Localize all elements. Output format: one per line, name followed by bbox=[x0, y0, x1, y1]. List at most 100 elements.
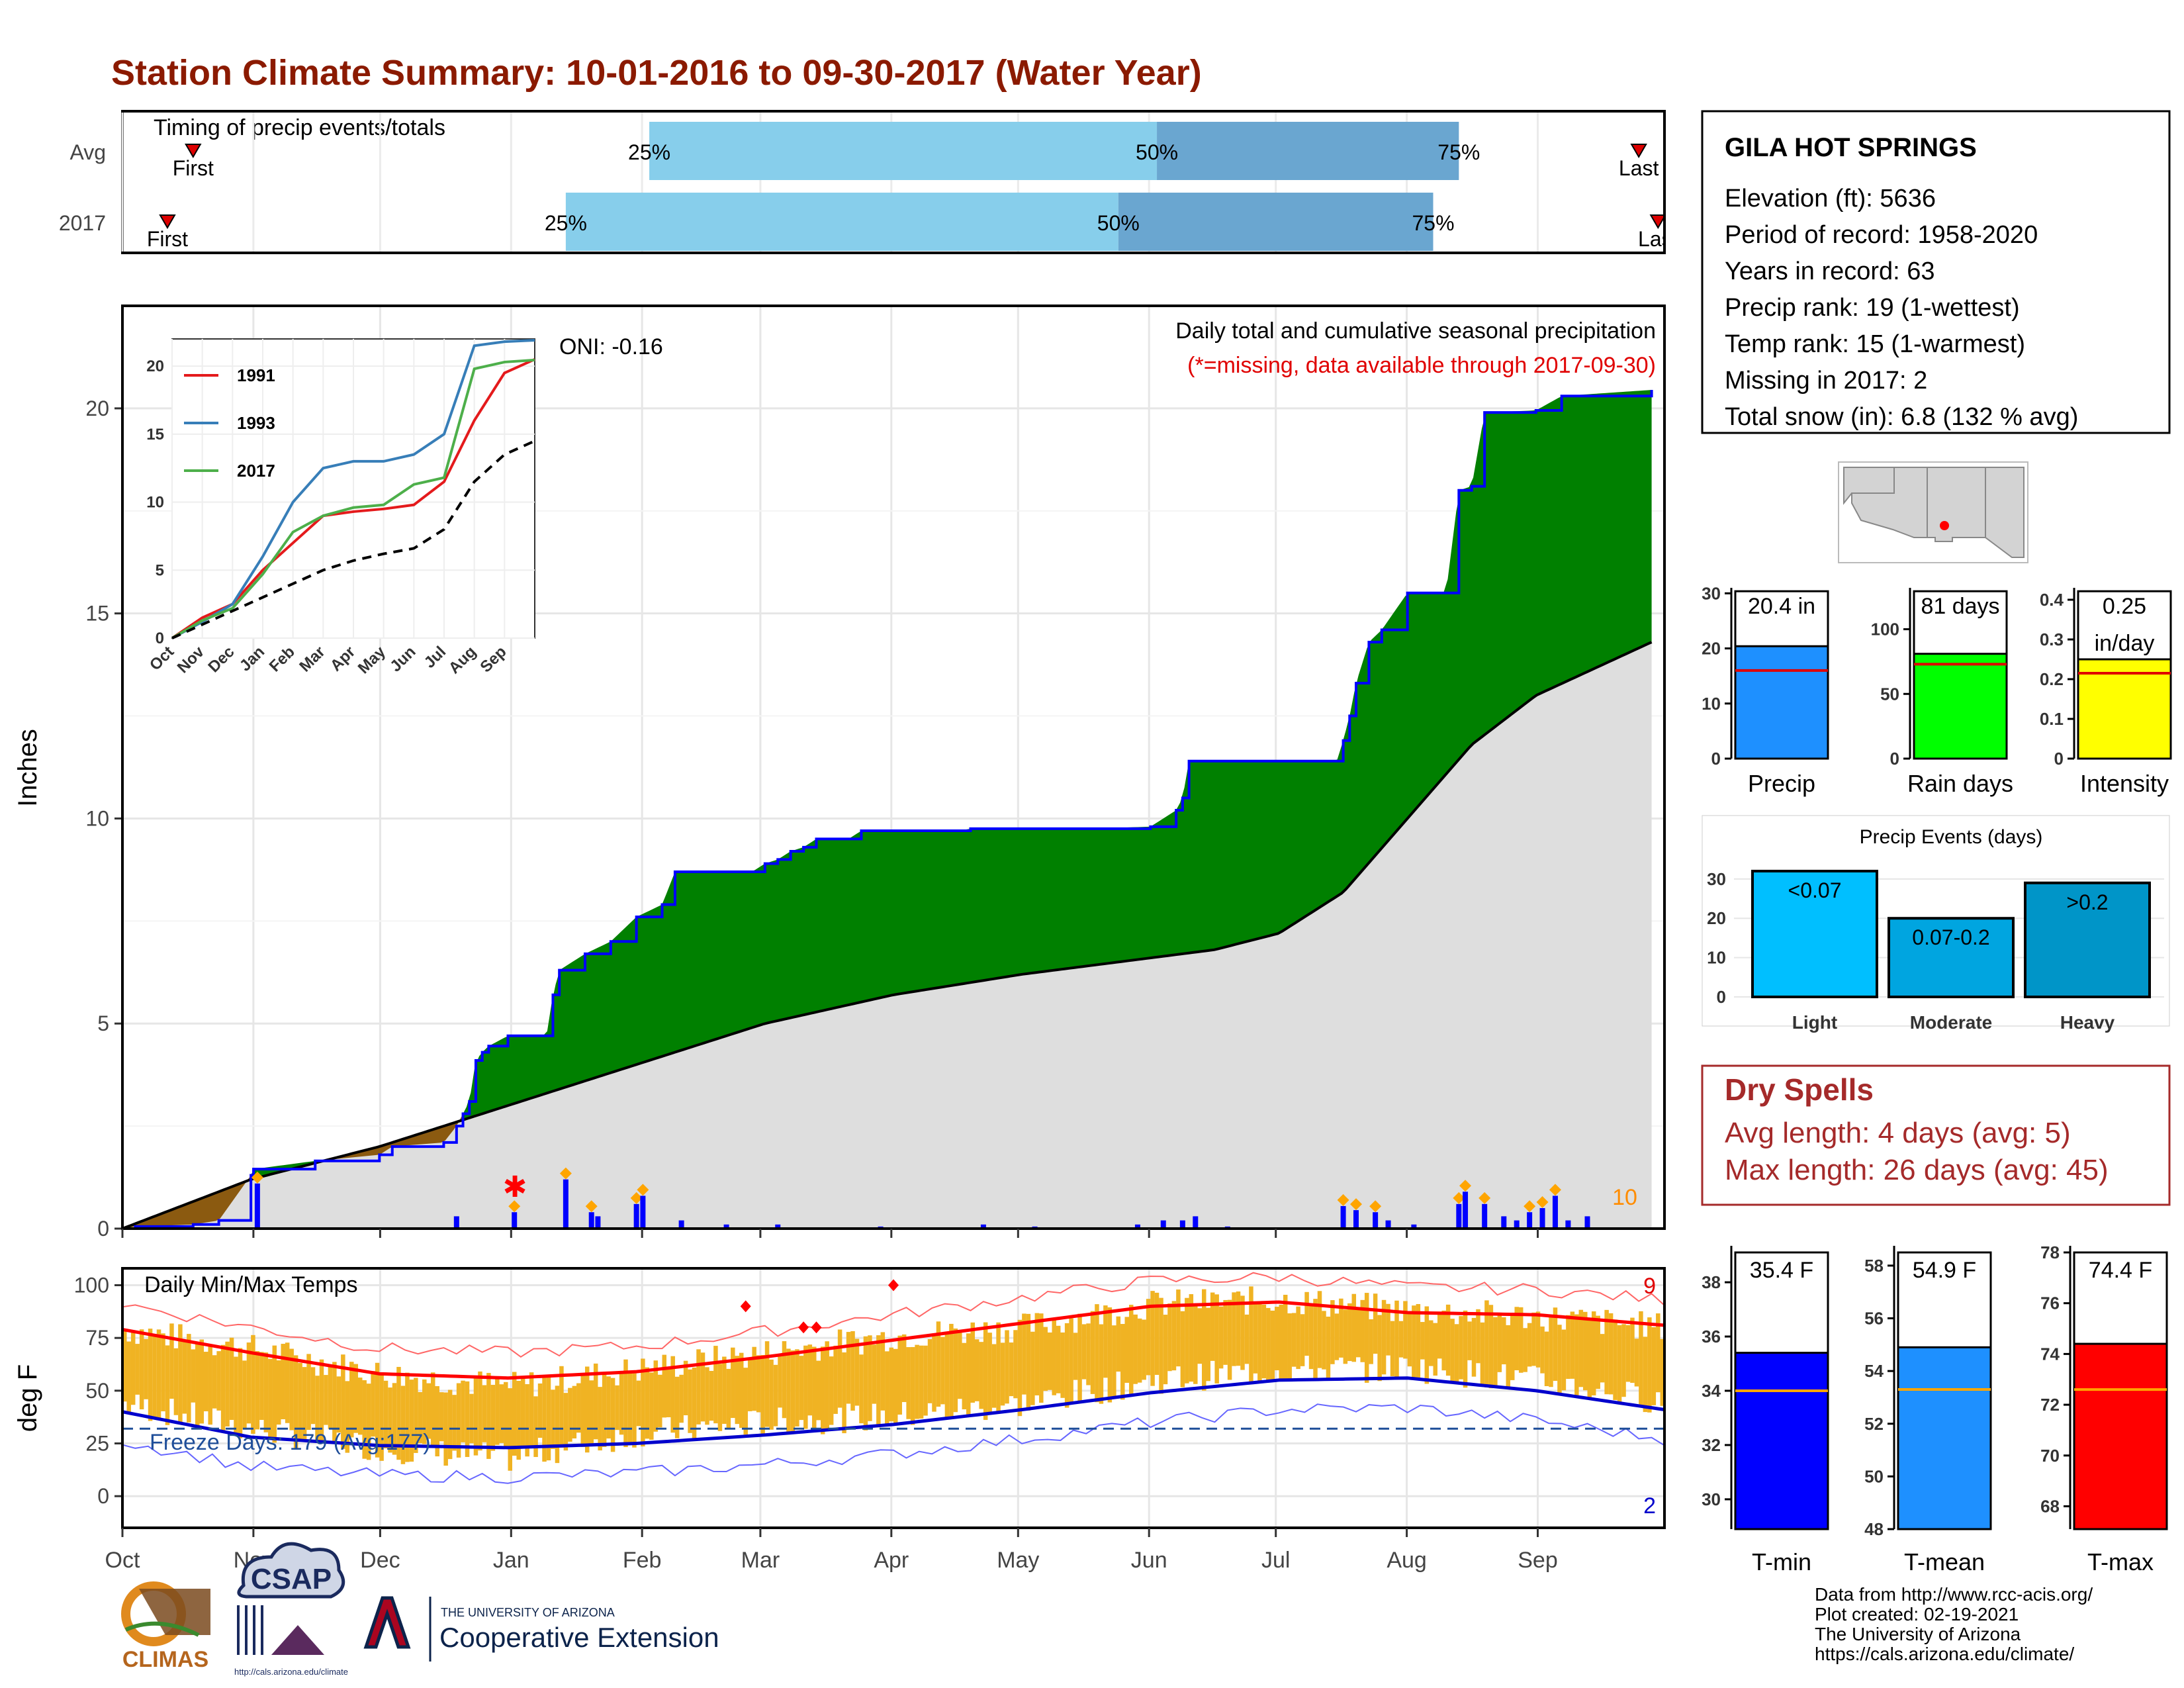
daily-temp-range-bar bbox=[936, 1321, 941, 1407]
climas-mark-icon bbox=[139, 1589, 210, 1635]
daily-temp-range-bar bbox=[1531, 1312, 1536, 1366]
daily-temp-range-bar bbox=[1099, 1324, 1104, 1404]
timing-p50-label: 50% bbox=[1097, 211, 1140, 235]
daily-temp-range-bar bbox=[816, 1360, 821, 1421]
daily-temp-range-bar bbox=[1227, 1299, 1232, 1380]
daily-temp-range-bar bbox=[949, 1323, 954, 1418]
daily-temp-range-bar bbox=[1394, 1300, 1399, 1379]
daily-precip-bar bbox=[1385, 1220, 1391, 1229]
daily-temp-range-bar bbox=[357, 1378, 363, 1435]
daily-temp-range-bar bbox=[743, 1368, 748, 1435]
daily-temp-range-bar bbox=[1360, 1299, 1365, 1362]
daily-temp-range-bar bbox=[130, 1332, 136, 1405]
last-label: Last bbox=[1619, 156, 1659, 180]
daily-precip-bar bbox=[563, 1179, 569, 1229]
below-avg-area bbox=[126, 1176, 250, 1228]
daily-temp-range-bar bbox=[486, 1373, 491, 1459]
daily-temp-range-bar bbox=[1566, 1315, 1570, 1380]
timing-bar-50-75 bbox=[1118, 193, 1433, 251]
daily-temp-range-bar bbox=[1420, 1322, 1425, 1360]
csap-url: http://cals.arizona.edu/climate bbox=[234, 1667, 348, 1677]
daily-temp-range-bar bbox=[1197, 1308, 1203, 1364]
month-tick-label: Jul bbox=[1261, 1548, 1290, 1573]
daily-temp-range-bar bbox=[1313, 1299, 1318, 1380]
daily-temp-range-bar bbox=[1009, 1342, 1014, 1397]
tbar-label: T-mean bbox=[1904, 1548, 1985, 1575]
daily-temp-range-bar bbox=[238, 1348, 243, 1438]
daily-temp-range-bar bbox=[709, 1370, 714, 1421]
daily-temp-range-bar bbox=[1128, 1305, 1134, 1395]
daily-temp-range-bar bbox=[1608, 1313, 1614, 1395]
mini-tick-label: 30 bbox=[1702, 583, 1721, 603]
daily-temp-range-bar bbox=[1240, 1295, 1245, 1370]
timing-bar-25-50 bbox=[649, 122, 1158, 180]
tbar-tick-label: 78 bbox=[2040, 1243, 2060, 1262]
daily-temp-range-bar bbox=[315, 1376, 320, 1442]
temp-lines bbox=[122, 1272, 1665, 1484]
mini-bar-label: Precip bbox=[1748, 770, 1815, 797]
freeze-days-label: Freeze Days: 179 (Avg:177) bbox=[150, 1430, 431, 1455]
footer-logos: CLIMAS CSAP http://cals.arizona.edu/clim… bbox=[121, 1542, 719, 1677]
ua-a-icon bbox=[363, 1596, 411, 1649]
daily-temp-range-bar bbox=[1133, 1314, 1138, 1384]
daily-temp-range-bar bbox=[1553, 1307, 1558, 1382]
daily-temp-range-bar bbox=[653, 1360, 659, 1432]
daily-precip-bar bbox=[453, 1216, 459, 1229]
precip-ylabel: Inches bbox=[13, 729, 42, 807]
daily-temp-range-bar bbox=[1634, 1338, 1639, 1387]
below-avg-area bbox=[330, 1115, 463, 1160]
daily-temp-range-bar bbox=[1189, 1294, 1194, 1382]
daily-temp-range-bar bbox=[1330, 1300, 1335, 1364]
daily-temp-range-bar bbox=[1287, 1313, 1292, 1380]
daily-temp-range-bar bbox=[812, 1346, 817, 1432]
daily-temp-range-bar bbox=[452, 1395, 457, 1451]
daily-temp-range-bar bbox=[161, 1333, 165, 1412]
daily-temp-range-bar bbox=[1476, 1309, 1480, 1364]
daily-temp-range-bar bbox=[431, 1372, 435, 1448]
daily-temp-range-bar bbox=[897, 1335, 902, 1415]
daily-temp-range-bar bbox=[1450, 1319, 1455, 1383]
timing-p25-label: 25% bbox=[545, 211, 587, 235]
daily-temp-range-bar bbox=[473, 1378, 478, 1456]
precip-ytick-label: 0 bbox=[97, 1217, 109, 1241]
precip-ytick-label: 15 bbox=[85, 602, 109, 626]
tbar-tick-label: 34 bbox=[1702, 1381, 1721, 1401]
record-high-marker-icon bbox=[798, 1321, 809, 1334]
daily-temp-range-bar bbox=[1304, 1291, 1309, 1356]
record-high-marker-icon bbox=[888, 1279, 899, 1291]
daily-temp-range-bar bbox=[1244, 1314, 1250, 1364]
daily-temp-range-bar bbox=[670, 1356, 675, 1433]
daily-temp-range-bar bbox=[465, 1381, 470, 1458]
daily-temp-range-bar bbox=[1103, 1305, 1108, 1378]
tbar-tick-label: 38 bbox=[1702, 1272, 1721, 1292]
daily-temp-range-bar bbox=[1377, 1315, 1382, 1382]
dry-spells-frame bbox=[1701, 1064, 2171, 1206]
daily-temp-range-bar bbox=[572, 1385, 577, 1439]
daily-precip-bar bbox=[1340, 1205, 1346, 1229]
daily-temp-range-bar bbox=[885, 1351, 889, 1425]
daily-temp-range-bar bbox=[940, 1336, 945, 1405]
daily-precip-bar bbox=[1463, 1192, 1469, 1229]
daily-temp-range-bar bbox=[1574, 1314, 1579, 1397]
daily-temp-range-bar bbox=[1124, 1317, 1129, 1383]
daily-precip-bar bbox=[588, 1212, 594, 1229]
daily-temp-range-bar bbox=[1600, 1334, 1605, 1383]
daily-temp-range-bar bbox=[242, 1360, 247, 1430]
tbar-tick-label: 68 bbox=[2040, 1496, 2060, 1516]
timing-caption: Timing of precip events/totals bbox=[154, 115, 445, 140]
daily-temp-range-bar bbox=[144, 1338, 148, 1399]
mini-bar-value bbox=[2077, 658, 2172, 760]
inset-ytick-label: 15 bbox=[146, 426, 164, 444]
events-bar-label: >0.2 bbox=[2066, 890, 2108, 914]
daily-temp-range-bar bbox=[662, 1354, 666, 1418]
daily-temp-range-bar bbox=[302, 1367, 307, 1440]
daily-temp-range-bar bbox=[666, 1369, 671, 1417]
daily-temp-range-bar bbox=[310, 1367, 316, 1425]
daily-temp-range-bar bbox=[799, 1356, 804, 1421]
heavy-day-marker-icon bbox=[1337, 1194, 1349, 1206]
daily-temp-range-bar bbox=[1210, 1292, 1215, 1361]
daily-temp-range-bar bbox=[1150, 1291, 1155, 1386]
daily-temp-range-bar bbox=[328, 1365, 333, 1429]
daily-temp-range-bar bbox=[478, 1371, 482, 1451]
